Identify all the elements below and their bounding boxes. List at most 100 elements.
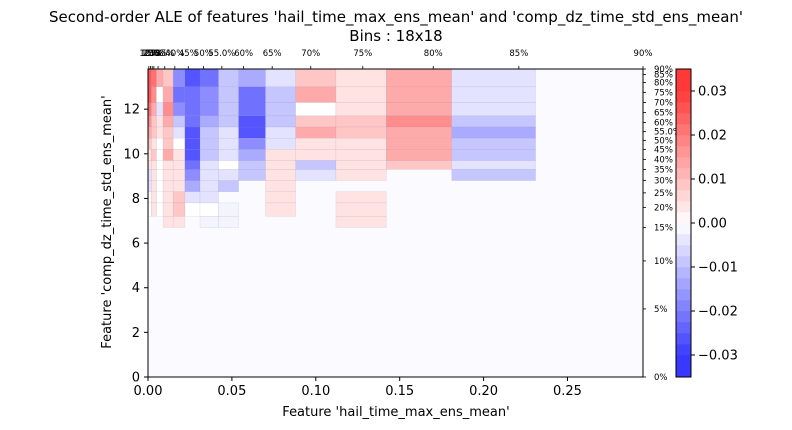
heatmap-cell: [265, 149, 296, 161]
right-percentile-label: 35%: [654, 165, 673, 175]
heatmap-cell: [147, 137, 152, 150]
heatmap-cell: [335, 149, 387, 161]
heatmap-cell: [172, 191, 186, 204]
colorbar-segment: [676, 256, 691, 268]
heatmap-cell: [151, 202, 157, 217]
colorbar-segment: [676, 278, 691, 290]
heatmap-cell: [451, 160, 536, 170]
top-percentile-label: 70%: [301, 49, 320, 59]
heatmap-cell: [147, 115, 152, 128]
right-percentile-label: 65%: [654, 109, 673, 119]
heatmap-cell: [151, 115, 157, 128]
heatmap-cell: [451, 126, 536, 139]
heatmap-cell: [386, 115, 452, 128]
heatmap-cell: [265, 126, 296, 139]
colorbar-tick-label: 0.01: [698, 173, 727, 188]
top-percentile-label: 75%: [353, 49, 372, 59]
heatmap-cell: [335, 202, 387, 217]
top-percentile-label: 35%: [155, 49, 174, 59]
colorbar-segment: [676, 124, 691, 136]
heatmap-cell: [147, 126, 152, 139]
colorbar-segment: [676, 234, 691, 246]
heatmap-cell: [199, 126, 219, 139]
heatmap-cell: [451, 115, 536, 128]
heatmap-cell: [156, 180, 164, 192]
chart-title: Second-order ALE of features 'hail_time_…: [49, 8, 743, 27]
heatmap-cell: [199, 169, 219, 181]
heatmap-cell: [199, 149, 219, 161]
colorbar-segment: [676, 344, 691, 356]
heatmap-cell: [295, 68, 337, 88]
right-percentile-label: 45%: [654, 145, 673, 155]
heatmap-cell: [147, 191, 152, 204]
heatmap-cell: [162, 102, 174, 117]
colorbar-segment: [676, 157, 691, 169]
top-percentile-label: 65%: [263, 49, 282, 59]
heatmap-cell: [156, 126, 164, 139]
y-tick-label: 10: [123, 147, 140, 162]
heatmap-cell: [238, 68, 266, 88]
heatmap-cell: [295, 102, 337, 117]
top-percentile-label: 10%: [139, 49, 158, 59]
heatmap-cell: [151, 149, 157, 161]
heatmap-cell: [151, 126, 157, 139]
colorbar-segment: [676, 245, 691, 257]
heatmap-cell: [162, 191, 174, 204]
heatmap-cell: [151, 180, 157, 192]
heatmap-cell: [265, 160, 296, 170]
colorbar-segment: [676, 179, 691, 191]
heatmap-cell: [156, 149, 164, 161]
heatmap-cell: [156, 169, 164, 181]
top-percentile-label: 50%: [194, 49, 213, 59]
colorbar-segment: [676, 289, 691, 301]
heatmap-cell: [156, 102, 164, 117]
heatmap-cell: [172, 160, 186, 170]
heatmap-cell: [151, 191, 157, 204]
top-percentile-label: 60%: [234, 49, 253, 59]
y-tick-label: 12: [123, 103, 140, 118]
heatmap-cell: [218, 115, 239, 128]
heatmap-cell: [265, 115, 296, 128]
heatmap-cell: [162, 68, 174, 88]
top-percentile-axis: 10%15%20%25%30%35%40%45%50%55.0%60% 65% 70…: [139, 49, 652, 69]
x-tick-label: 0.10: [301, 384, 330, 399]
heatmap-cell: [218, 149, 239, 161]
right-percentile-label: 80%: [654, 78, 673, 88]
heatmap-cell: [386, 68, 452, 88]
right-percentile-label: 85%: [654, 71, 673, 81]
heatmap-cell: [335, 137, 387, 150]
x-axis: 0.00 0.05 0.10 0.15 0.20 0.25: [134, 377, 582, 399]
heatmap-cell: [218, 180, 239, 192]
right-percentile-axis: 0% 5% 10% 15% 20% 25% 30% 35%40%45%50%55.0%60%6…: [643, 65, 681, 383]
heatmap-cell: [335, 216, 387, 228]
heatmap-cell: [162, 126, 174, 139]
colorbar-tick-label: −0.01: [698, 261, 738, 276]
heatmap-cell: [451, 102, 536, 117]
heatmap-cell: [265, 137, 296, 150]
heatmap-cell: [199, 191, 219, 204]
colorbar-segment: [676, 322, 691, 334]
plot-area: [147, 68, 644, 378]
heatmap-cell: [147, 169, 152, 181]
heatmap-cell: [184, 137, 201, 150]
colorbar-segment: [676, 267, 691, 279]
colorbar-segment: [676, 80, 691, 92]
colorbar-segment: [676, 355, 691, 367]
colorbar-tick-label: 0.02: [698, 129, 727, 144]
colorbar-segment: [676, 223, 691, 235]
heatmap-cell: [162, 149, 174, 161]
top-percentile-label: 55.0%: [208, 49, 235, 59]
heatmap-cell: [451, 169, 536, 181]
heatmap-cell: [265, 86, 296, 103]
colorbar-segment: [676, 366, 691, 378]
x-axis-label: Feature 'hail_time_max_ens_mean': [282, 405, 509, 420]
heatmap-cell: [199, 102, 219, 117]
heatmap-cell: [172, 126, 186, 139]
heatmap-cell: [218, 68, 239, 88]
heatmap-cell: [184, 115, 201, 128]
heatmap-cell: [218, 86, 239, 103]
heatmap-cell: [172, 68, 186, 88]
colorbar-tick-label: −0.02: [698, 305, 738, 320]
right-percentile-label: 10%: [654, 257, 673, 267]
heatmap-cell: [238, 169, 266, 181]
